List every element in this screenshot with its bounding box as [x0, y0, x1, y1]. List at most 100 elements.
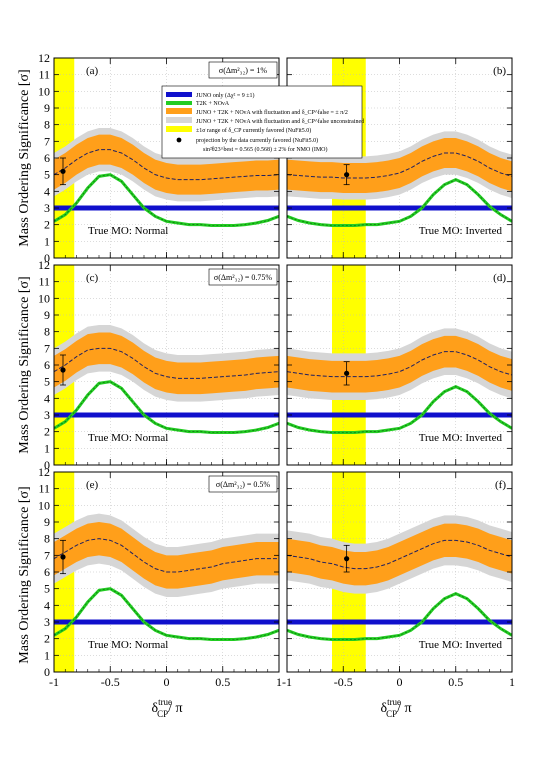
y-tick-label: 6 [44, 565, 50, 579]
legend-label-projection: projection by the data currently favored… [196, 137, 318, 144]
y-tick-label: 1 [44, 234, 50, 248]
juno-only-line [54, 412, 279, 418]
mass-ordering-label: True MO: Inverted [419, 639, 503, 651]
y-tick-label: 2 [44, 425, 50, 439]
t2k-nova-curve-dash [54, 174, 279, 226]
sigma-label: σ(Δm²₃₂) = 0.5% [216, 480, 270, 489]
panel-label: (b) [493, 65, 506, 77]
y-tick-label: 1 [44, 648, 50, 662]
x-axis-title-right: δtrue CP/ π [380, 697, 411, 719]
legend-marker-projection [176, 137, 182, 143]
projection-point [60, 168, 66, 174]
y-tick-label: 7 [44, 134, 50, 148]
t2k-nova-curve-dash [287, 386, 512, 433]
t2k-nova-curve-dash [287, 179, 512, 226]
panel-label: (e) [86, 479, 99, 491]
mass-ordering-label: True MO: Normal [88, 225, 168, 237]
legend-label-juno: JUNO only (Δχ² = 9 ±1) [196, 92, 255, 99]
x-tick-label: 0 [397, 675, 403, 689]
juno-only-line [287, 412, 512, 418]
projection-point [344, 370, 350, 376]
central-dashed-line [287, 351, 512, 378]
juno-only-line [287, 619, 512, 625]
y-axis-title-middle: Mass Ordering Significance [σ] [17, 276, 32, 453]
y-tick-label: 0 [44, 665, 50, 679]
x-tick-label: 1 [276, 675, 282, 689]
legend-label-projection-2: sin²θ23^best = 0.565 (0.568) ± 2% for NM… [203, 146, 328, 153]
legend: JUNO only (Δχ² = 9 ±1) T2K + NOνA JUNO +… [161, 85, 364, 159]
y-tick-label: 8 [44, 532, 50, 546]
sigma-label-box [208, 475, 278, 493]
y-tick-label: 6 [44, 358, 50, 372]
x-tick-label: -1 [282, 675, 292, 689]
y-tick-label: 5 [44, 168, 50, 182]
y-tick-label: 4 [44, 391, 50, 405]
y-tick-label: 5 [44, 375, 50, 389]
legend-label-fluct-free: JUNO + T2K + NOνA with fluctuation and δ… [196, 118, 364, 125]
mass-ordering-label: True MO: Normal [88, 432, 168, 444]
panel-label: (f) [495, 479, 506, 491]
y-tick-label: 5 [44, 582, 50, 596]
legend-swatch-fluct-fixed [166, 108, 192, 114]
mass-ordering-label: True MO: Normal [88, 639, 168, 651]
central-dashed-line [287, 539, 512, 570]
y-tick-label: 3 [44, 408, 50, 422]
legend-label-fluct-fixed: JUNO + T2K + NOνA with fluctuation and δ… [196, 109, 348, 116]
sigma-label: σ(Δm²₃₂) = 1% [219, 66, 267, 75]
band-fixed-dcp [287, 138, 512, 193]
central-dashed-line [54, 538, 279, 573]
band-fixed-dcp [287, 523, 512, 586]
sigma-label: σ(Δm²₃₂) = 0.75% [214, 273, 272, 282]
legend-swatch-band [166, 126, 192, 132]
legend-swatch-fluct-free [166, 117, 192, 123]
x-axis-title: δtrue CP/ π [151, 697, 182, 719]
juno-only-line [287, 205, 512, 211]
panel-d: (d) True MO: Inverted [286, 264, 513, 466]
x-tick-label: -1 [49, 675, 59, 689]
x-tick-label: 0 [164, 675, 170, 689]
y-axis-title-bottom: Mass Ordering Significance [σ] [17, 486, 32, 663]
projection-point [60, 367, 66, 373]
legend-swatch-t2k [166, 101, 192, 105]
y-tick-label: 6 [44, 151, 50, 165]
y-tick-label: 8 [44, 325, 50, 339]
y-tick-label: 7 [44, 548, 50, 562]
y-tick-label: 11 [38, 482, 50, 496]
central-dashed-line [54, 149, 279, 181]
y-tick-label: 12 [38, 258, 50, 272]
y-tick-label: 4 [44, 184, 50, 198]
juno-only-line [54, 619, 279, 625]
y-tick-label: 11 [38, 68, 50, 82]
y-tick-label: 10 [38, 291, 50, 305]
band-fixed-dcp [54, 522, 279, 589]
y-tick-label: 3 [44, 201, 50, 215]
t2k-nova-curve-dash [287, 593, 512, 640]
band-fixed-dcp [287, 335, 512, 393]
y-tick-label: 2 [44, 218, 50, 232]
panel-plot-area [287, 515, 512, 641]
central-dashed-line [287, 152, 512, 179]
t2k-nova-curve-dash [54, 588, 279, 640]
y-tick-label: 10 [38, 498, 50, 512]
projection-point [344, 172, 350, 178]
panel-plot-area [287, 131, 512, 227]
legend-label-t2k: T2K + NOνA [196, 101, 230, 107]
x-tick-label: 0.5 [448, 675, 463, 689]
y-tick-label: 11 [38, 275, 50, 289]
y-tick-label: 12 [38, 51, 50, 65]
y-tick-label: 0 [44, 458, 50, 472]
central-dashed-line [54, 347, 279, 379]
y-tick-label: 0 [44, 251, 50, 265]
mass-ordering-label: True MO: Inverted [419, 225, 503, 237]
y-tick-label: 8 [44, 118, 50, 132]
y-tick-label: 12 [38, 465, 50, 479]
y-tick-label: 3 [44, 615, 50, 629]
panel-label: (c) [86, 272, 99, 284]
legend-swatch-juno [166, 92, 192, 97]
projection-point [60, 554, 66, 560]
panel-label: (d) [493, 272, 506, 284]
